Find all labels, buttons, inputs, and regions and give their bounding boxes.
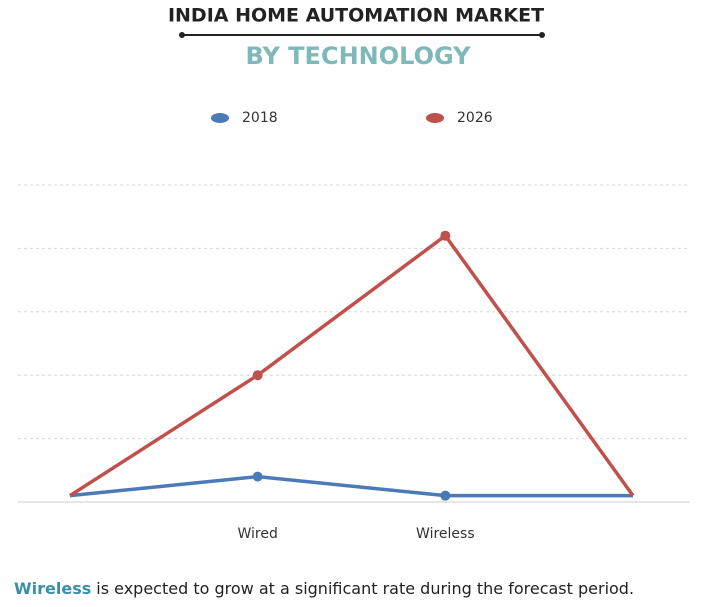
series-line (69, 233, 635, 498)
chart-title: INDIA HOME AUTOMATION MARKET (168, 5, 544, 27)
footnote: Wireless is expected to grow at a signifi… (14, 579, 634, 598)
legend-marker (211, 113, 229, 123)
legend-marker (426, 113, 444, 123)
footnote-text: is expected to grow at a significant rat… (96, 579, 634, 598)
rule-dot (539, 32, 545, 38)
footnote-highlight: Wireless (14, 579, 91, 598)
point (252, 471, 263, 482)
point (252, 370, 263, 381)
rule-dot (179, 32, 185, 38)
legend-label: 2026 (457, 110, 493, 126)
legend-label: 2018 (242, 110, 278, 126)
point (440, 490, 451, 501)
x-tick-label: Wired (237, 526, 277, 542)
point (440, 230, 451, 241)
x-tick-label: Wireless (416, 526, 475, 542)
chart-subtitle: BY TECHNOLOGY (245, 42, 471, 70)
series-line (69, 474, 633, 498)
